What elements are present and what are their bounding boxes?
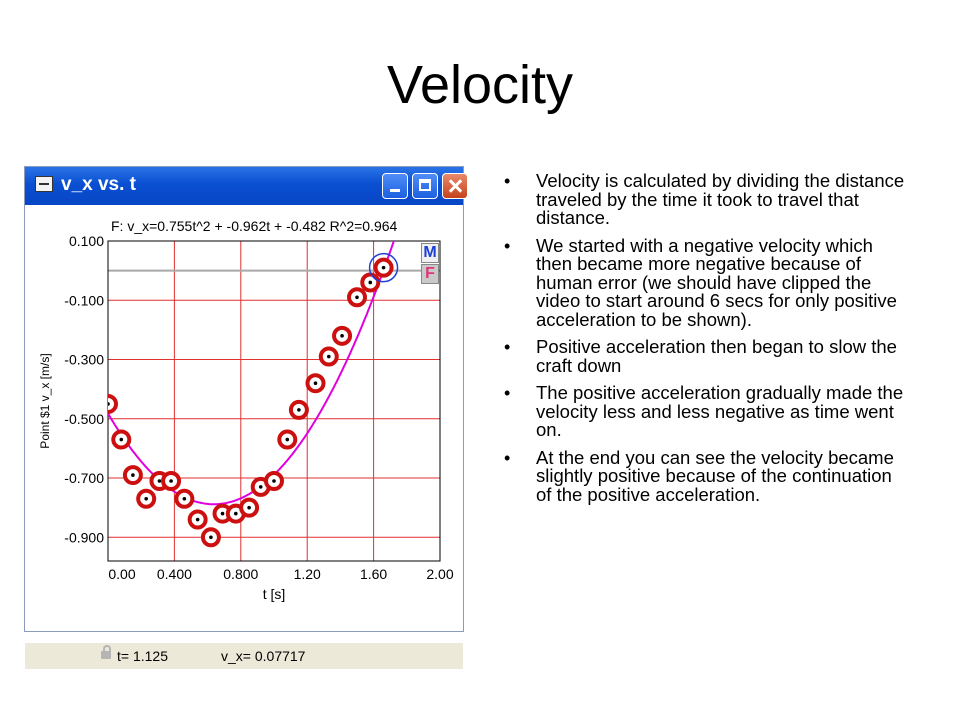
y-tick-label: -0.300 (64, 352, 104, 368)
mode-m-button[interactable]: M (421, 243, 439, 263)
x-tick-label: 0.800 (223, 566, 258, 582)
y-tick-label: -0.500 (64, 411, 104, 427)
data-point (288, 399, 309, 420)
y-tick-label: 0.100 (69, 233, 104, 249)
minimize-icon[interactable] (382, 173, 408, 199)
data-point (305, 373, 326, 394)
fit-curve (108, 241, 395, 506)
mode-f-button[interactable]: F (421, 264, 439, 284)
graph-window-icon[interactable] (35, 176, 53, 192)
bullet-item: The positive acceleration gradually made… (500, 383, 910, 440)
data-point (136, 488, 157, 509)
bullet-item: Velocity is calculated by dividing the d… (500, 171, 910, 228)
x-tick-label: 2.00 (426, 566, 453, 582)
window-titlebar[interactable]: v_x vs. t (25, 167, 468, 205)
bullet-item: We started with a negative velocity whic… (500, 236, 910, 330)
data-point (187, 509, 208, 530)
x-tick-label: 1.20 (294, 566, 321, 582)
data-point (373, 257, 394, 278)
data-point (111, 429, 132, 450)
data-point (360, 272, 381, 293)
data-point (239, 497, 260, 518)
x-axis-label: t [s] (263, 586, 286, 602)
data-point (332, 325, 353, 346)
y-tick-label: -0.700 (64, 470, 104, 486)
graph-window: v_x vs. t F: v_x=0.755t^2 + -0.962t + -0… (24, 166, 468, 669)
status-velocity: v_x= 0.07717 (221, 648, 306, 664)
selected-point-ring (368, 252, 399, 283)
x-tick-label: 0.400 (157, 566, 192, 582)
slide-title: Velocity (386, 55, 574, 115)
data-point (347, 287, 367, 308)
lock-icon[interactable] (101, 645, 111, 659)
y-tick-label: -0.100 (64, 292, 104, 308)
bullet-item: At the end you can see the velocity beca… (500, 448, 910, 505)
y-axis-label: Point $1 v_x [m/s] (38, 353, 52, 448)
x-tick-label: 0.00 (108, 566, 135, 582)
data-point (277, 429, 298, 450)
status-bar: t= 1.125 v_x= 0.07717 (25, 643, 463, 669)
plot-frame (107, 240, 441, 562)
y-tick-label: -0.900 (64, 529, 104, 545)
data-point (318, 346, 339, 367)
bullet-item: Positive acceleration then began to slow… (500, 337, 910, 375)
window-title: v_x vs. t (61, 174, 136, 195)
data-point (174, 488, 195, 509)
data-point (264, 471, 284, 491)
data-point (108, 393, 118, 414)
data-point (122, 465, 143, 486)
maximize-icon[interactable] (412, 173, 438, 199)
bullet-list: Velocity is calculated by dividing the d… (500, 171, 910, 513)
data-point (161, 471, 182, 491)
plot-panel[interactable]: F: v_x=0.755t^2 + -0.962t + -0.482 R^2=0… (25, 205, 463, 669)
fit-equation-label: F: v_x=0.755t^2 + -0.962t + -0.482 R^2=0… (111, 218, 398, 234)
x-tick-label: 1.60 (360, 566, 387, 582)
status-time: t= 1.125 (117, 648, 168, 664)
velocity-chart[interactable]: F: v_x=0.755t^2 + -0.962t + -0.482 R^2=0… (25, 205, 463, 605)
close-icon[interactable] (442, 173, 468, 199)
data-point (200, 527, 221, 548)
